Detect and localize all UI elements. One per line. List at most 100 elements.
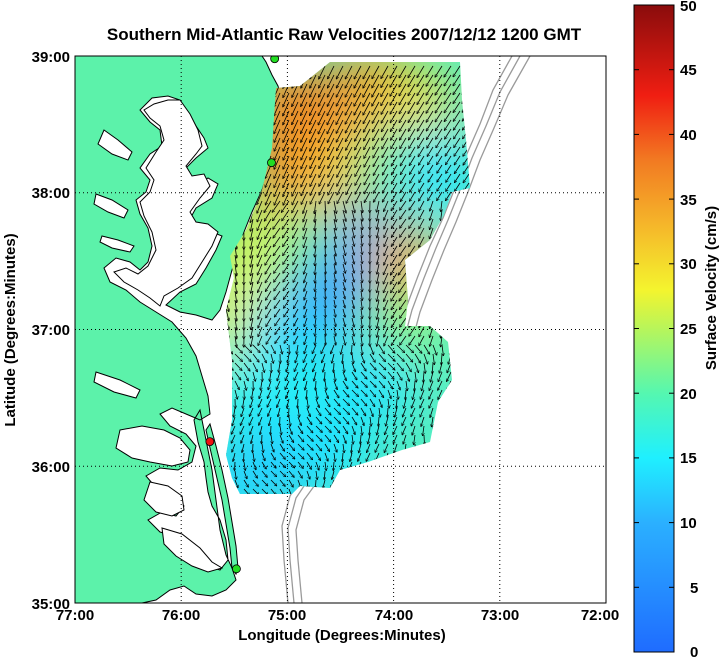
colorbar-tick-label: 25 — [680, 321, 697, 338]
velocity-arrow — [396, 362, 403, 371]
velocity-arrow — [384, 317, 389, 328]
velocity-arrow — [351, 443, 352, 453]
velocity-arrow — [292, 155, 299, 169]
velocity-arrow — [240, 416, 245, 425]
velocity-arrow — [394, 443, 398, 453]
velocity-arrow — [444, 119, 452, 130]
velocity-arrow — [360, 371, 367, 379]
velocity-arrow — [252, 461, 256, 470]
velocity-arrow — [400, 155, 407, 166]
velocity-arrow — [288, 461, 295, 468]
velocity-arrow — [399, 101, 407, 114]
velocity-arrow — [408, 83, 416, 96]
velocity-arrow — [303, 227, 308, 239]
velocity-arrow — [382, 137, 389, 149]
velocity-arrow — [377, 317, 380, 328]
velocity-arrow — [355, 137, 362, 150]
velocity-arrow — [304, 299, 308, 309]
velocity-arrow — [304, 371, 308, 381]
velocity-arrow — [453, 101, 461, 113]
velocity-arrow — [293, 281, 299, 291]
velocity-arrow — [251, 317, 254, 329]
velocity-arrow — [294, 299, 299, 309]
velocity-arrow — [301, 146, 308, 160]
velocity-arrow — [242, 443, 245, 452]
velocity-arrow — [325, 461, 326, 471]
velocity-arrow — [430, 218, 434, 230]
velocity-arrow — [324, 398, 330, 407]
velocity-arrow — [234, 353, 242, 361]
velocity-arrow — [328, 155, 335, 168]
velocity-arrow — [231, 425, 236, 434]
velocity-arrow — [301, 119, 308, 134]
velocity-arrow — [283, 245, 290, 256]
velocity-arrow — [288, 479, 293, 487]
velocity-arrow — [393, 434, 398, 444]
velocity-arrow — [384, 308, 389, 319]
velocity-arrow — [304, 335, 308, 345]
velocity-arrow — [354, 74, 362, 88]
velocity-arrow — [259, 416, 263, 425]
velocity-arrow — [234, 380, 239, 390]
velocity-arrow — [306, 443, 313, 450]
velocity-arrow — [351, 362, 355, 372]
velocity-arrow — [253, 443, 254, 453]
velocity-arrow — [429, 227, 434, 239]
velocity-arrow — [324, 470, 325, 480]
velocity-arrow — [437, 191, 443, 201]
velocity-arrow — [355, 191, 362, 203]
velocity-arrow — [411, 407, 416, 417]
velocity-arrow — [454, 155, 461, 165]
y-axis-label: Latitude (Degrees:Minutes) — [2, 233, 19, 426]
velocity-arrow — [342, 335, 345, 345]
velocity-arrow — [345, 65, 353, 79]
velocity-arrow — [324, 407, 331, 415]
colorbar-tick-label: 50 — [680, 0, 697, 15]
velocity-arrow — [319, 146, 326, 160]
velocity-arrow — [292, 191, 299, 205]
velocity-arrow — [252, 389, 254, 399]
velocity-arrow — [319, 137, 326, 151]
velocity-arrow — [251, 290, 254, 302]
velocity-arrow — [309, 119, 317, 134]
velocity-arrow — [435, 92, 443, 104]
velocity-arrow — [265, 245, 272, 256]
velocity-arrow — [438, 380, 443, 390]
velocity-arrow — [405, 371, 409, 381]
velocity-arrow — [419, 155, 425, 165]
velocity-arrow — [283, 155, 290, 169]
velocity-arrow — [232, 416, 236, 426]
velocity-arrow — [258, 335, 263, 345]
velocity-arrow — [337, 146, 344, 159]
velocity-arrow — [342, 317, 345, 327]
velocity-arrow — [234, 281, 237, 294]
velocity-arrow — [419, 164, 425, 174]
velocity-arrow — [447, 362, 452, 373]
velocity-arrow — [437, 173, 443, 182]
velocity-arrow — [257, 245, 263, 257]
velocity-arrow — [342, 326, 345, 336]
velocity-arrow — [406, 380, 407, 391]
velocity-arrow — [346, 164, 353, 177]
velocity-arrow — [301, 182, 308, 196]
velocity-arrow — [294, 308, 299, 317]
velocity-arrow — [393, 425, 398, 435]
velocity-arrow — [292, 119, 299, 133]
velocity-arrow — [391, 236, 398, 246]
velocity-arrow — [327, 119, 335, 134]
velocity-arrow — [288, 443, 295, 451]
velocity-arrow — [325, 272, 326, 283]
velocity-arrow — [447, 371, 452, 381]
velocity-arrow — [313, 362, 317, 372]
velocity-arrow — [333, 389, 339, 398]
velocity-arrow — [342, 218, 346, 230]
velocity-arrow — [278, 407, 281, 417]
velocity-arrow — [378, 389, 384, 398]
velocity-arrow — [333, 398, 340, 406]
velocity-arrow — [430, 326, 434, 337]
velocity-arrow — [373, 137, 380, 149]
velocity-arrow — [251, 335, 254, 347]
velocity-arrow — [444, 83, 452, 95]
velocity-arrow — [378, 416, 379, 426]
velocity-arrow — [384, 299, 389, 310]
